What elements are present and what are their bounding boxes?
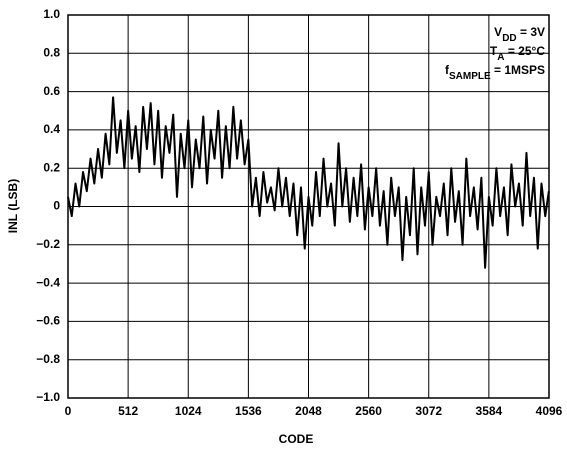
x-axis-label: CODE (279, 432, 314, 446)
annotation-part: f (445, 63, 450, 77)
x-tick-label: 2560 (355, 404, 382, 418)
annotation: VDD = 3V (494, 25, 545, 44)
y-tick-label: −0.4 (36, 275, 60, 289)
x-tick-label: 4096 (536, 404, 563, 418)
y-tick-label: 0.6 (43, 84, 60, 98)
x-tick-label: 3584 (476, 404, 503, 418)
annotation-part: DD (502, 33, 516, 44)
annotation-part: V (494, 25, 502, 39)
y-tick-label: −1.0 (36, 390, 60, 404)
x-tick-label: 2048 (295, 404, 322, 418)
y-tick-label: −0.8 (36, 352, 60, 366)
y-tick-label: 0.2 (43, 160, 60, 174)
annotation-part: T (490, 44, 498, 58)
annotation-part: A (497, 52, 504, 63)
x-tick-label: 1024 (175, 404, 202, 418)
annotation-part: = 25°C (505, 44, 546, 58)
data-line (67, 96, 550, 269)
x-tick-label: 3072 (415, 404, 442, 418)
annotation: TA = 25°C (490, 44, 545, 63)
y-tick-label: 0 (53, 199, 60, 213)
x-tick-label: 0 (65, 404, 72, 418)
annotation: fSAMPLE = 1MSPS (445, 63, 545, 82)
annotation-part: = 1MSPS (491, 63, 545, 77)
annotation-part: SAMPLE (449, 71, 491, 82)
y-tick-label: −0.2 (36, 237, 60, 251)
plot-frame (67, 14, 550, 399)
y-axis-label: INL (LSB) (6, 179, 20, 233)
y-tick-label: 0.8 (43, 45, 60, 59)
annotation-part: = 3V (517, 25, 545, 39)
x-tick-label: 512 (118, 404, 138, 418)
y-tick-label: 1.0 (43, 7, 60, 21)
y-tick-label: 0.4 (43, 122, 60, 136)
x-tick-label: 1536 (235, 404, 262, 418)
y-tick-label: −0.6 (36, 314, 60, 328)
